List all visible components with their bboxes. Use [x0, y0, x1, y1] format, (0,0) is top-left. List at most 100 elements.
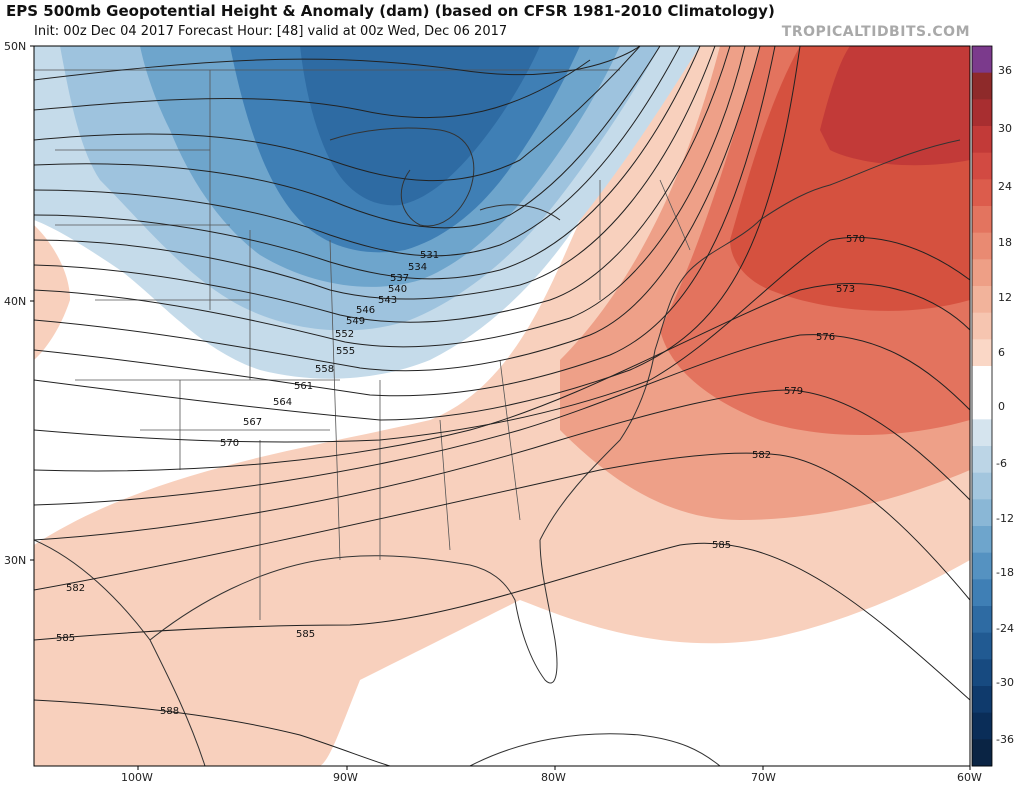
- lon-label-60w: 60W: [957, 771, 982, 784]
- map-subtitle: Init: 00z Dec 04 2017 Forecast Hour: [48…: [34, 24, 508, 39]
- colorbar-segment: [972, 499, 992, 527]
- contour-labels: 531 534 537 540 543 546 549 552 555 558 …: [56, 234, 865, 717]
- contour-line-579: [34, 389, 970, 541]
- colorbar-segment: [972, 339, 992, 367]
- us-gulf-coast: [149, 539, 558, 684]
- contour-label: 561: [294, 381, 313, 392]
- contour-line: [34, 46, 776, 397]
- colorbar-segment: [972, 606, 992, 634]
- anomaly-positive-30: [820, 46, 970, 166]
- border-misc: [179, 179, 691, 620]
- state-borders: [34, 69, 691, 620]
- contour-line-573: [34, 283, 970, 472]
- lon-labels: 100W 90W 80W 70W 60W: [121, 766, 982, 784]
- contour-label: 588: [160, 706, 179, 717]
- colorbar-segment: [972, 152, 992, 180]
- contour-label: 585: [296, 629, 315, 640]
- colorbar-segment: [972, 659, 992, 687]
- colorbar-segment: [972, 72, 992, 100]
- colorbar-segment: [972, 259, 992, 287]
- contour-label: 537: [390, 273, 409, 284]
- contour-label: 531: [420, 250, 439, 261]
- anomaly-negative-30: [300, 46, 540, 206]
- colorbar-segment: [972, 632, 992, 660]
- lon-label-100w: 100W: [121, 771, 153, 784]
- colorbar-segment: [972, 579, 992, 607]
- contour-label: 564: [273, 397, 292, 408]
- colorbar-label: -6: [996, 457, 1007, 470]
- anomaly-warm-west: [34, 225, 70, 360]
- colorbar: [972, 46, 992, 767]
- colorbar-label: 30: [998, 122, 1012, 135]
- lat-label-30n: 30N: [4, 554, 26, 567]
- map-title: EPS 500mb Geopotential Height & Anomaly …: [6, 2, 775, 20]
- contour-label: 579: [784, 386, 803, 397]
- colorbar-segment: [972, 472, 992, 500]
- contour-line: [34, 46, 746, 348]
- contour-label: 534: [408, 262, 427, 273]
- colorbar-label: -30: [996, 676, 1014, 689]
- contour-line-588: [34, 699, 391, 766]
- contour-line-582: [34, 452, 970, 601]
- contour-label: 555: [336, 346, 355, 357]
- coastlines: [34, 127, 961, 766]
- contour-label: 546: [356, 305, 375, 316]
- contour-label: 552: [335, 329, 354, 340]
- lon-label-80w: 80W: [541, 771, 566, 784]
- contour-line: [34, 46, 661, 229]
- colorbar-label: 12: [998, 291, 1012, 304]
- contour-line-585: [34, 542, 970, 701]
- colorbar-segment: [972, 446, 992, 474]
- contour-label: 573: [836, 284, 855, 295]
- contour-label: 585: [712, 540, 731, 551]
- colorbar-segment: [972, 392, 992, 420]
- colorbar-segment: [972, 712, 992, 740]
- colorbar-label: 6: [998, 346, 1005, 359]
- colorbar-label: -36: [996, 733, 1014, 746]
- colorbar-label: 0: [998, 400, 1005, 413]
- contour-label: 582: [66, 583, 85, 594]
- colorbar-label: 18: [998, 236, 1012, 249]
- contour-label: 576: [816, 332, 835, 343]
- colorbar-label: 24: [998, 180, 1012, 193]
- colorbar-segment: [972, 46, 992, 74]
- contour-label: 585: [56, 633, 75, 644]
- colorbar-label: -12: [996, 512, 1014, 525]
- contour-line: [34, 46, 681, 257]
- border-meridians: [209, 70, 521, 561]
- contour-line: [34, 46, 701, 280]
- contour-label: 570: [220, 438, 239, 449]
- contour-line: [34, 46, 641, 81]
- contour-label: 567: [243, 417, 262, 428]
- colorbar-segment: [972, 312, 992, 340]
- brand-watermark: TROPICALTIDBITS.COM: [781, 24, 970, 40]
- contour-label: 570: [846, 234, 865, 245]
- contour-line: [34, 46, 801, 421]
- great-lakes: [329, 127, 561, 227]
- height-contours: [34, 46, 970, 766]
- cuba: [469, 733, 721, 766]
- colorbar-frame: [971, 45, 993, 767]
- colorbar-label: 36: [998, 64, 1012, 77]
- colorbar-segment: [972, 206, 992, 234]
- colorbar-segment: [972, 552, 992, 580]
- contour-line-570: [649, 236, 970, 381]
- border-latitudes: [55, 149, 340, 431]
- colorbar-segment: [972, 739, 992, 767]
- colorbar-label: -24: [996, 622, 1014, 635]
- contour-line-576: [34, 334, 970, 506]
- colorbar-segment: [972, 179, 992, 207]
- lat-labels: 50N 40N 30N: [4, 40, 34, 567]
- contour-line: [34, 46, 761, 372]
- map-frame: [33, 45, 971, 767]
- atlantic-coast: [539, 139, 961, 541]
- contour-label: 582: [752, 450, 771, 461]
- contour-label: 540: [388, 284, 407, 295]
- contour-label: 549: [346, 316, 365, 327]
- lat-label-40n: 40N: [4, 295, 26, 308]
- colorbar-segment: [972, 286, 992, 314]
- colorbar-segment: [972, 526, 992, 554]
- colorbar-segment: [972, 99, 992, 127]
- contour-line: [34, 46, 716, 300]
- colorbar-label: -18: [996, 566, 1014, 579]
